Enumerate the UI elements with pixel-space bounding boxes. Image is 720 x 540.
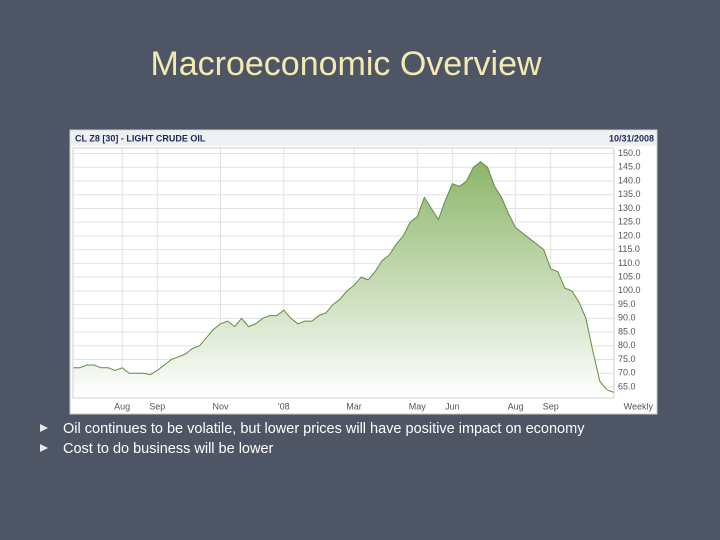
line [73,161,615,393]
x-tick-label: Sep [543,401,559,411]
x-axis-label: Weekly [624,401,654,411]
x-tick-label: Sep [149,401,165,411]
chart-header [71,131,656,146]
y-tick-label: 150.0 [618,148,641,158]
plot-border [72,147,615,399]
y-tick-label: 145.0 [618,162,641,172]
plot: 65.0 70.0 75.0 80.0 85.0 90.0 95.0 100.0 105.0 11… [72,147,641,411]
y-tick-label: 80.0 [618,340,636,350]
y-tick-label: 125.0 [618,217,641,227]
y-tick-label: 140.0 [618,175,641,185]
slide-title: Macroeconomic Overview [150,45,542,83]
bullet-text: Oil continues to be volatile, but lower … [63,421,585,437]
y-tick-label: 100.0 [618,285,641,295]
y-tick-label: 95.0 [618,299,636,309]
x-tick-label: '08 [278,401,290,411]
x-tick-label: Jun [445,401,460,411]
y-tick-label: 65.0 [618,381,636,391]
y-tick-label: 90.0 [618,313,636,323]
y-tick-label: 110.0 [618,258,640,268]
area [73,161,614,398]
x-tick-label: May [409,401,427,411]
x-tick-label: Aug [114,401,130,411]
y-tick-label: 130.0 [618,203,641,213]
y-tick-label: 75.0 [618,354,636,364]
y-tick-label: 115.0 [618,244,640,254]
x-tick-label: Nov [213,401,230,411]
y-tick-label: 105.0 [618,271,641,281]
bullet-text: Cost to do business will be lower [63,441,274,457]
bullet-marker [40,444,48,452]
y-tick-label: 85.0 [618,326,636,336]
x-tick-label: Mar [346,401,362,411]
chart-date: 10/31/2008 [609,133,654,143]
chart-title: CL Z8 [30] - LIGHT CRUDE OIL [75,133,206,143]
y-tick-label: 135.0 [618,189,641,199]
x-tick-label: Aug [508,401,524,411]
y-tick-label: 70.0 [618,368,636,378]
bullet-marker [40,424,48,432]
y-tick-label: 120.0 [618,230,641,240]
